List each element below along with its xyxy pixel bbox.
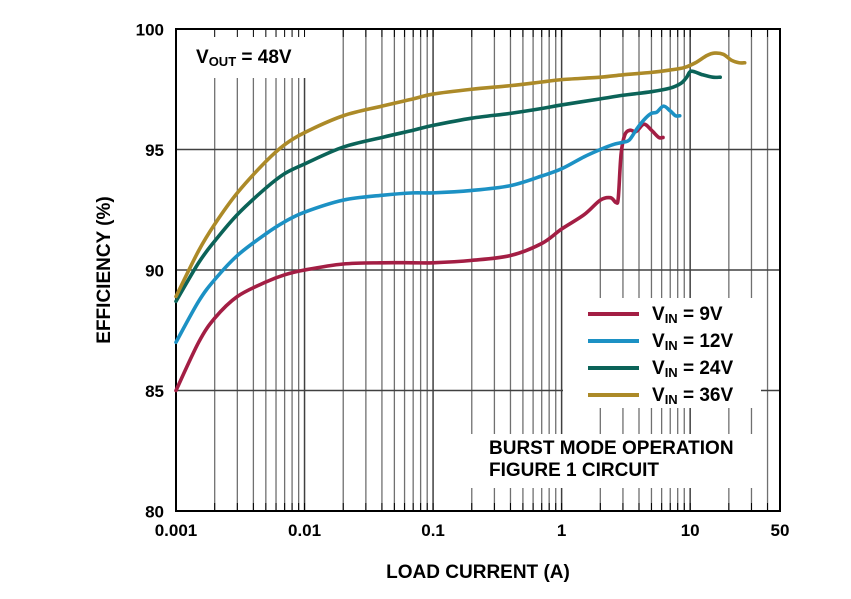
svg-text:80: 80 [145, 503, 164, 522]
svg-text:95: 95 [145, 141, 164, 160]
svg-text:FIGURE 1 CIRCUIT: FIGURE 1 CIRCUIT [489, 460, 659, 481]
svg-text:BURST MODE OPERATION: BURST MODE OPERATION [489, 438, 734, 459]
svg-text:VIN = 24V: VIN = 24V [652, 358, 733, 380]
svg-text:0.001: 0.001 [155, 521, 198, 540]
svg-text:100: 100 [136, 21, 164, 40]
svg-text:85: 85 [145, 382, 164, 401]
svg-text:0.01: 0.01 [288, 521, 321, 540]
svg-text:LOAD CURRENT (A): LOAD CURRENT (A) [386, 562, 570, 583]
svg-text:90: 90 [145, 262, 164, 281]
svg-text:VIN = 36V: VIN = 36V [652, 385, 733, 407]
svg-text:10: 10 [681, 521, 700, 540]
svg-text:EFFICIENCY (%): EFFICIENCY (%) [94, 196, 115, 343]
svg-text:50: 50 [771, 521, 790, 540]
svg-text:0.1: 0.1 [421, 521, 445, 540]
svg-text:VIN = 9V: VIN = 9V [652, 304, 723, 326]
svg-text:1: 1 [557, 521, 566, 540]
svg-text:VIN = 12V: VIN = 12V [652, 331, 733, 353]
